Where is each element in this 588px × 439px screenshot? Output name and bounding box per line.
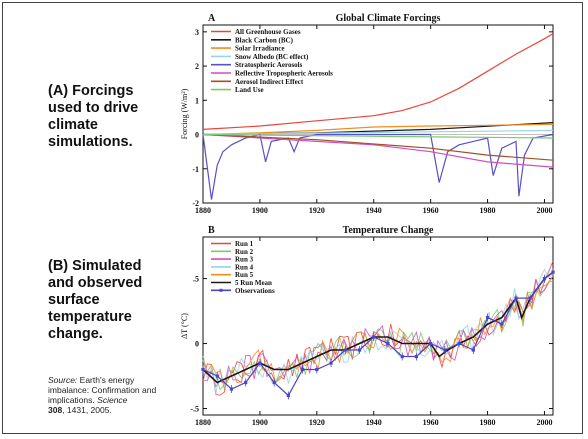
panel-a-ylabel: Forcing (W/m²) [180, 88, 189, 139]
panel-b-observation-marker [372, 335, 376, 339]
panel-a-xtick-label: 1980 [480, 206, 496, 215]
panel-b-observation-marker [229, 387, 234, 391]
panel-a-series-line [202, 133, 554, 139]
panel-b-letter: B [208, 225, 215, 236]
panel-b-legend-label: Run 1 [235, 240, 254, 248]
panel-a-legend-label: Aerosol Indirect Effect [235, 78, 304, 86]
panel-b-observation-marker [500, 322, 504, 326]
panel-b-observation-marker [258, 361, 262, 365]
panel-b-legend-label: Run 2 [235, 248, 254, 256]
panel-b-legend-label: Run 3 [235, 256, 254, 264]
panel-a-series-line [202, 129, 554, 136]
source-text: Earth's energy imbalance: Confirmation a… [48, 375, 157, 405]
panel-a-ytick-label: -2 [192, 199, 199, 208]
source-citation: Source: Earth's energy imbalance: Confir… [48, 375, 163, 415]
panel-a-ytick-label: -1 [192, 165, 199, 174]
panel-b-observation-marker [300, 367, 305, 372]
panel-a-xtick-label: 1880 [195, 206, 211, 215]
panel-a-legend-label: Land Use [235, 86, 264, 94]
panel-a-legend-label: Black Carbon (BC) [235, 36, 294, 44]
panel-b-observation-marker [343, 348, 347, 352]
panel-b-plot-frame [202, 236, 554, 416]
panel-b-observation-marker [329, 361, 333, 365]
panel-b-ytick-label: 0 [195, 340, 199, 349]
panel-b-observation-marker [514, 296, 518, 300]
panel-b-legend-label: Observations [235, 287, 275, 295]
panel-b-xtick-label: 2000 [536, 418, 552, 427]
panel-b-title: Temperature Change [343, 225, 434, 236]
panel-b-legend-marker [219, 288, 223, 292]
source-pages: , 1431, 2005. [62, 405, 112, 415]
panel-a-ytick-label: 1 [195, 96, 199, 105]
panel-b-mean-line [202, 271, 554, 384]
panel-b-observation-marker [443, 348, 447, 352]
panel-a-series-line [202, 133, 554, 161]
panel-b-caption: (B) Simulated and observed surface tempe… [48, 258, 143, 342]
panel-b-legend-label: Run 4 [235, 263, 254, 271]
source-journal: Science [97, 395, 128, 405]
panel-a-title: Global Climate Forcings [336, 13, 441, 24]
panel-b-observation-marker [272, 380, 276, 385]
panel-a-series-line [202, 33, 554, 130]
panel-a-xtick-label: 1960 [423, 206, 439, 215]
panel-a-ytick-label: 3 [195, 28, 199, 37]
panel-b-xtick-label: 1920 [309, 418, 325, 427]
panel-b-observation-marker [400, 354, 404, 359]
panel-b-run-line [202, 268, 554, 395]
panel-b-observation-marker [357, 348, 362, 352]
panel-b-run-line [202, 275, 554, 388]
panel-b-run-line [202, 280, 554, 391]
panel-a-legend-label: Solar Irradiance [235, 45, 284, 53]
panel-b-observation-marker [286, 393, 290, 398]
panel-a-xtick-label: 1940 [366, 206, 382, 215]
panel-b-observation-marker [215, 374, 219, 378]
panel-b-xtick-label: 1880 [195, 418, 211, 427]
panel-a-letter: A [208, 13, 216, 24]
panel-b-observation-marker [244, 380, 248, 385]
panel-a-xtick-label: 1900 [252, 206, 268, 215]
panel-b-observation-marker [201, 367, 205, 372]
panel-b-observation-marker [528, 296, 532, 300]
panel-b-observation-marker [315, 367, 319, 372]
panel-a-series-line [202, 133, 554, 168]
panel-b-ylabel: ΔT (°C) [180, 313, 189, 339]
panel-a-ytick-label: 0 [195, 131, 199, 140]
panel-a-xtick-label: 2000 [536, 206, 552, 215]
panel-b-observation-marker [471, 348, 475, 352]
panel-a-plot-frame [202, 24, 554, 204]
panel-b-legend-label: 5 Run Mean [235, 279, 272, 287]
panel-b-observation-marker [542, 276, 547, 281]
panel-b-xtick-label: 1900 [252, 418, 268, 427]
panel-b-xtick-label: 1980 [480, 418, 496, 427]
panel-b-xtick-label: 1960 [423, 418, 439, 427]
panel-a-series-line [202, 123, 554, 136]
panel-a-caption: (A) Forcings used to drive climate simul… [48, 83, 139, 150]
panel-a-legend-label: Reflective Tropospheric Aerosols [235, 70, 333, 78]
panel-b-observation-marker [414, 354, 419, 359]
panel-a-ytick-label: 2 [195, 62, 199, 71]
source-prefix: Source: [48, 375, 78, 385]
panel-b-observation-marker [551, 270, 555, 274]
panel-b-xtick-label: 1940 [366, 418, 382, 427]
panel-b-observation-marker [485, 315, 490, 320]
panel-b-observation-marker [386, 341, 390, 346]
panel-b-observation-marker [457, 341, 461, 346]
panel-b-observation-marker [429, 341, 433, 346]
panel-b-legend-label: Run 5 [235, 271, 254, 279]
panel-b-ytick-label: .5 [193, 275, 199, 284]
panel-b-ytick-label: -.5 [190, 405, 199, 414]
panel-a-legend-label: Snow Albedo (BC effect) [235, 53, 309, 61]
panel-a-legend-label: All Greenhouse Gases [235, 28, 301, 36]
panel-a-xtick-label: 1920 [309, 206, 325, 215]
panel-a-legend-label: Stratospheric Aerosols [235, 61, 303, 69]
panel-a-series-line [202, 133, 554, 200]
panel-b-observations-line [202, 271, 554, 397]
source-volume: 308 [48, 405, 63, 415]
